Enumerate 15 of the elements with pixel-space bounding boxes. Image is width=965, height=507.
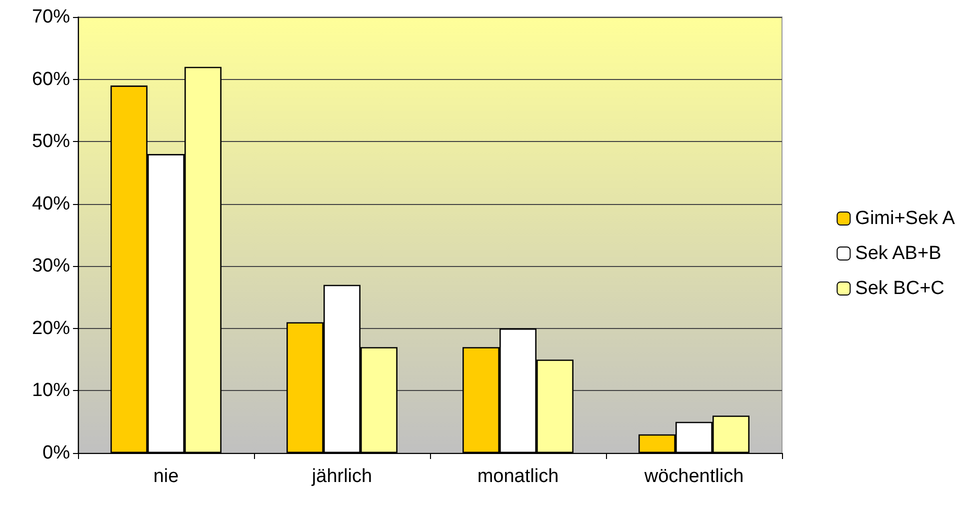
- legend-label: Sek BC+C: [855, 278, 944, 299]
- x-tick-label: wöchentlich: [643, 466, 744, 487]
- y-tick-label: 30%: [32, 256, 70, 277]
- x-tick-label: monatlich: [477, 466, 559, 487]
- y-tick-label: 10%: [32, 380, 70, 402]
- x-tick-label: jährlich: [310, 466, 372, 487]
- legend-label: Gimi+Sek A: [855, 208, 956, 229]
- y-tick-label: 50%: [32, 131, 70, 152]
- x-tick-label: nie: [153, 466, 179, 487]
- y-tick-label: 60%: [32, 68, 70, 90]
- y-tick-label: 20%: [32, 318, 70, 339]
- legend-label: Sek AB+B: [855, 243, 942, 264]
- y-tick-label: 70%: [32, 6, 70, 28]
- y-tick-label: 40%: [32, 193, 70, 214]
- y-tick-label: 0%: [42, 442, 70, 464]
